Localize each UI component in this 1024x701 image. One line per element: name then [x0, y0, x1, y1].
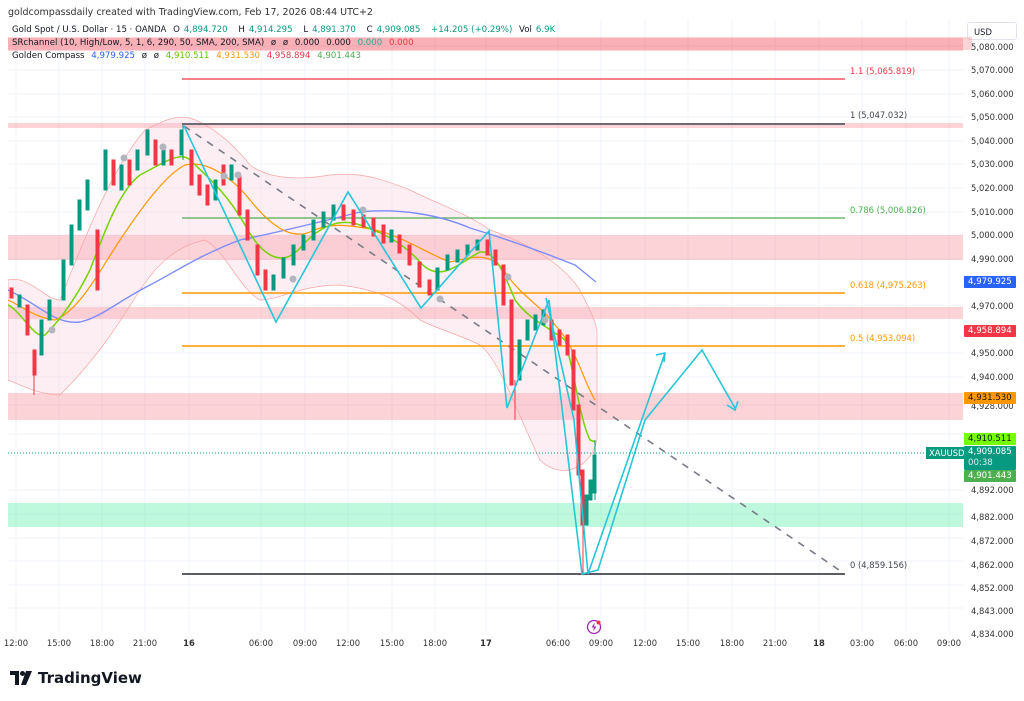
- pivot-markers: [48, 143, 549, 334]
- srchannel-name: SRchannel (10, High/Low, 5, 1, 6, 290, 5…: [12, 38, 265, 48]
- price-axis[interactable]: USD 5,080.000 5,070.000 5,060.000 5,050.…: [963, 20, 1024, 640]
- symbol-tag: XAUUSD: [926, 447, 968, 459]
- legend-golden-compass-row[interactable]: Golden Compass 4,979.925 ø ø 4,910.511 4…: [12, 51, 361, 61]
- price-tag-orange: 4,931.530: [964, 392, 1016, 404]
- fib-label-0-618: 0.618 (4,975.263): [850, 280, 926, 290]
- tradingview-logo-icon: [10, 671, 32, 685]
- resistance-zone: [8, 38, 963, 51]
- envelope-band: [8, 116, 598, 471]
- chart-legend: Gold Spot / U.S. Dollar · 15 · OANDA O 4,…: [8, 24, 972, 63]
- bar-countdown: 00:38: [968, 458, 993, 468]
- high-value: 4,914.295: [248, 25, 293, 35]
- arrow-head-icon: [726, 400, 739, 412]
- fib-label-0: 0 (4,859.156): [850, 560, 908, 570]
- candlesticks: [9, 125, 597, 575]
- tradingview-logo[interactable]: TradingView: [10, 669, 142, 687]
- price-tag-lime: 4,910.511: [964, 433, 1016, 445]
- currency-label[interactable]: USD: [967, 22, 1017, 40]
- ma-green: [8, 155, 596, 443]
- fib-label-1-1: 1.1 (5,065.819): [850, 66, 916, 76]
- change-value: +14.205 (+0.29%): [431, 25, 513, 35]
- price-chart-canvas[interactable]: [8, 20, 963, 632]
- support-zone: [8, 503, 963, 527]
- arrow-head-icon: [655, 351, 666, 363]
- golden-compass-name: Golden Compass: [12, 51, 85, 61]
- sr-zones: [8, 38, 963, 527]
- fib-label-0-5: 0.5 (4,953.094): [850, 333, 916, 343]
- zigzag-pattern: [183, 125, 736, 575]
- fib-label-1: 1 (5,047.032): [850, 110, 908, 120]
- legend-symbol-row[interactable]: Gold Spot / U.S. Dollar · 15 · OANDA O 4,…: [12, 25, 556, 35]
- projection-line-1: [545, 297, 666, 575]
- time-axis[interactable]: 12:00 15:00 18:00 21:00 16 06:00 09:00 1…: [3, 638, 962, 648]
- resistance-zone: [8, 307, 963, 319]
- open-value: 4,894.720: [183, 25, 228, 35]
- price-tag-blue: 4,979.925: [964, 276, 1016, 288]
- brand-name: TradingView: [38, 669, 142, 687]
- legend-srchannel-row[interactable]: SRchannel (10, High/Low, 5, 1, 6, 290, 5…: [8, 37, 972, 50]
- ma-orange: [8, 163, 596, 401]
- fib-label-0-786: 0.786 (5,006.826): [850, 205, 926, 215]
- economic-event-icon[interactable]: [586, 619, 602, 635]
- low-value: 4,891.370: [312, 25, 356, 35]
- volume-value: 6.9K: [535, 25, 556, 35]
- symbol-name: Gold Spot / U.S. Dollar · 15 · OANDA: [12, 25, 167, 35]
- close-value: 4,909.085: [376, 25, 421, 35]
- price-tag-red: 4,958.894: [964, 325, 1016, 337]
- chart-credit: goldcompassdaily created with TradingVie…: [8, 7, 373, 18]
- grid-lines: [8, 20, 963, 632]
- resistance-zone: [8, 393, 963, 420]
- resistance-zone: [8, 123, 963, 128]
- price-tag-green: 4,901.443: [964, 470, 1016, 482]
- ma-slow-blue: [8, 210, 597, 323]
- current-price-tag: 4,909.085 00:38: [964, 446, 1016, 470]
